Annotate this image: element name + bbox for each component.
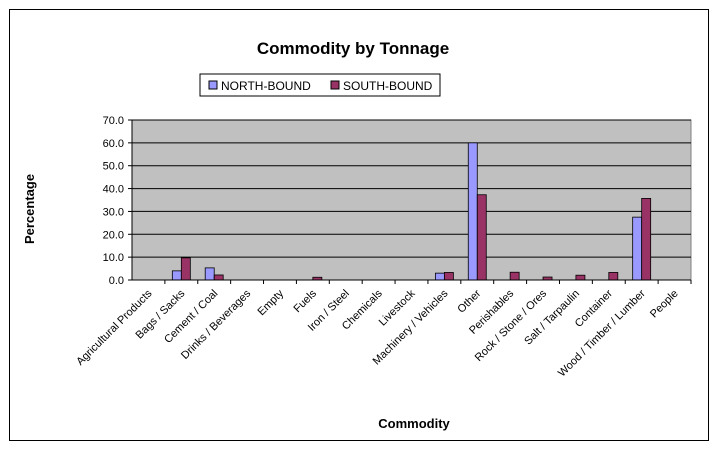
y-tick-label: 60.0 (103, 138, 124, 150)
y-tick-label: 40.0 (103, 184, 124, 196)
x-tick-label: Empty (256, 287, 287, 318)
bar-south (180, 257, 191, 281)
y-axis-title: Percentage (22, 174, 37, 244)
x-axis-title: Commodity (378, 416, 450, 431)
y-tick-label: 0.0 (109, 275, 124, 287)
legend-box (199, 73, 441, 97)
plot-area (131, 119, 692, 281)
bar-north (434, 272, 445, 281)
x-tick-label: People (648, 288, 681, 321)
bar-north (467, 142, 478, 281)
chart-svg: Commodity by Tonnage NORTH-BOUND SOUTH-B… (22, 39, 692, 431)
legend: NORTH-BOUND SOUTH-BOUND (199, 73, 441, 97)
y-tick-label: 10.0 (103, 252, 124, 264)
bar-south (213, 274, 224, 281)
bar-south (476, 194, 487, 281)
chart-title: Commodity by Tonnage (257, 39, 449, 58)
bar-north (171, 270, 182, 281)
legend-swatch-north (208, 80, 218, 90)
y-axis-ticks: 0.0 10.0 20.0 30.0 40.0 50.0 60.0 70.0 (103, 115, 132, 287)
y-tick-label: 70.0 (103, 115, 124, 127)
legend-label-south: SOUTH-BOUND (343, 79, 433, 93)
y-tick-label: 50.0 (103, 161, 124, 173)
bar-south (575, 274, 586, 281)
x-tick-label: Other (455, 287, 483, 315)
bar-north (632, 216, 643, 281)
chart-frame: Commodity by Tonnage NORTH-BOUND SOUTH-B… (9, 9, 709, 441)
bar-south (641, 197, 652, 281)
y-tick-label: 30.0 (103, 206, 124, 218)
bar-south (443, 272, 454, 281)
legend-swatch-south (330, 80, 340, 90)
legend-label-north: NORTH-BOUND (221, 79, 311, 93)
bar-south (608, 272, 619, 281)
y-tick-label: 20.0 (103, 229, 124, 241)
gridlines (132, 119, 691, 258)
bar-south (509, 271, 520, 281)
bar-north (204, 267, 215, 281)
x-tick-label: Fuels (291, 287, 319, 315)
